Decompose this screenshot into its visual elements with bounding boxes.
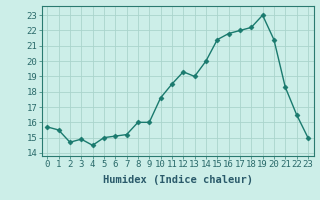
X-axis label: Humidex (Indice chaleur): Humidex (Indice chaleur) <box>103 175 252 185</box>
